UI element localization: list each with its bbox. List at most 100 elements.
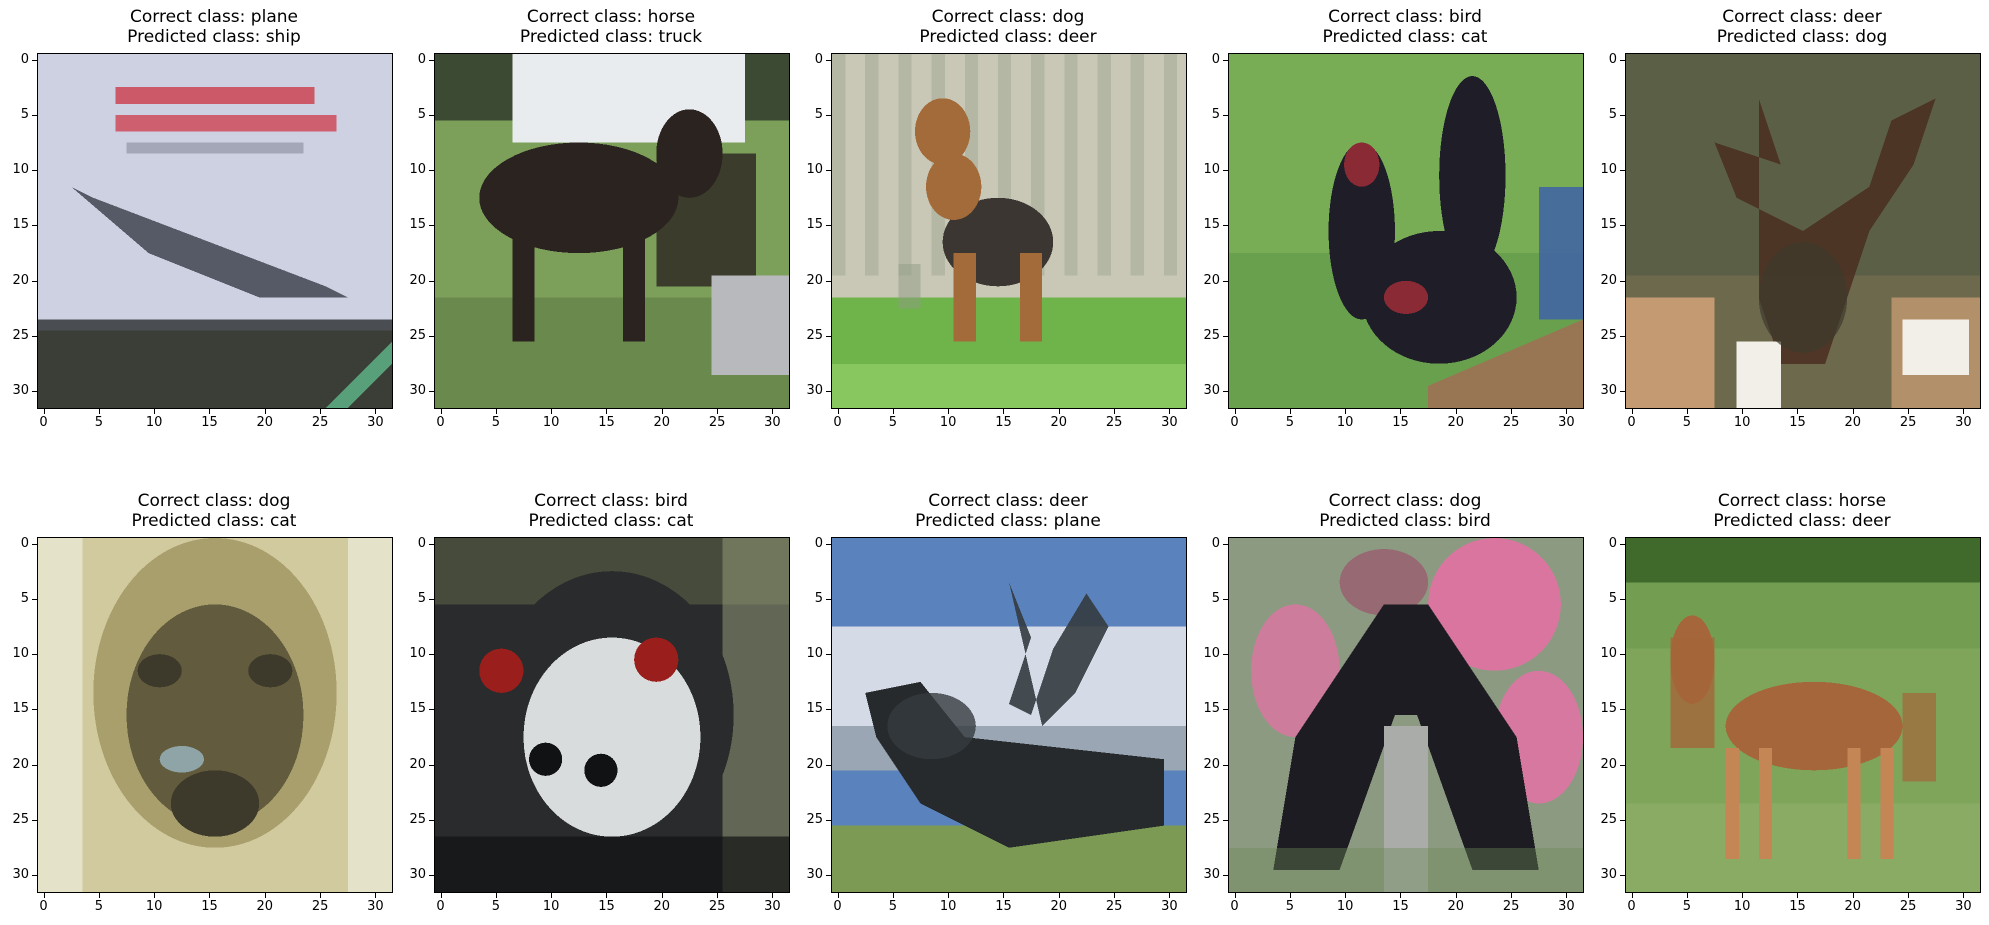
predicted-class-label: Predicted class: cat	[131, 511, 297, 531]
y-tick-mark	[826, 391, 831, 392]
y-tick-mark	[32, 654, 37, 655]
y-tick-mark	[1620, 765, 1625, 766]
panel-title: Correct class: dog Predicted class: deer	[798, 7, 1218, 47]
y-tick-mark	[1223, 336, 1228, 337]
y-tick-label: 15	[12, 217, 29, 233]
x-tick-mark	[606, 893, 607, 898]
y-tick-mark	[1620, 820, 1625, 821]
panel-title: Correct class: dog Predicted class: bird	[1195, 491, 1615, 531]
y-tick-label: 15	[1203, 217, 1220, 233]
y-tick-label: 20	[12, 756, 29, 772]
y-tick-label: 0	[1608, 51, 1617, 67]
image-pixels	[832, 538, 1186, 892]
x-tick-label: 5	[1285, 415, 1294, 430]
y-tick-mark	[32, 820, 37, 821]
x-tick-label: 25	[1502, 415, 1520, 430]
y-tick-label: 30	[12, 383, 29, 399]
y-tick-mark	[429, 225, 434, 226]
y-tick-mark	[429, 60, 434, 61]
y-tick-mark	[1620, 599, 1625, 600]
x-tick-label: 5	[1285, 899, 1294, 914]
x-tick-label: 5	[491, 415, 500, 430]
correct-class-label: Correct class: bird	[534, 491, 688, 511]
y-tick-mark	[429, 709, 434, 710]
y-tick-label: 20	[409, 272, 426, 288]
image-pixels	[1229, 538, 1583, 892]
x-tick-mark	[496, 893, 497, 898]
y-tick-mark	[32, 544, 37, 545]
y-tick-mark	[1620, 654, 1625, 655]
y-tick-label: 10	[1600, 162, 1617, 178]
x-tick-label: 20	[653, 899, 671, 914]
image-pixels	[38, 538, 392, 892]
x-tick-mark	[1687, 409, 1688, 414]
y-tick-mark	[1223, 281, 1228, 282]
y-tick-mark	[826, 115, 831, 116]
x-tick-mark	[99, 893, 100, 898]
x-tick-mark	[154, 409, 155, 414]
x-tick-label: 15	[598, 899, 615, 914]
x-tick-mark	[375, 893, 376, 898]
sample-image	[434, 537, 790, 893]
image-pixels	[435, 538, 789, 892]
correct-class-label: Correct class: dog	[1328, 491, 1482, 511]
panel-title: Correct class: horse Predicted class: tru…	[401, 7, 821, 47]
x-tick-mark	[320, 893, 321, 898]
x-tick-mark	[948, 893, 949, 898]
y-tick-mark	[826, 654, 831, 655]
y-tick-label: 10	[1203, 646, 1220, 662]
x-tick-label: 15	[1392, 415, 1409, 430]
x-tick-label: 5	[1682, 415, 1691, 430]
x-tick-mark	[1742, 893, 1743, 898]
y-tick-mark	[429, 391, 434, 392]
y-tick-label: 25	[1203, 812, 1220, 828]
panel-title: Correct class: bird Predicted class: cat	[401, 491, 821, 531]
sample-image	[831, 537, 1187, 893]
correct-class-label: Correct class: plane	[130, 7, 298, 27]
correct-class-label: Correct class: dog	[931, 7, 1085, 27]
x-tick-label: 0	[1627, 415, 1636, 430]
y-tick-mark	[32, 170, 37, 171]
x-tick-label: 25	[1502, 899, 1520, 914]
predicted-class-label: Predicted class: ship	[127, 27, 301, 47]
x-tick-mark	[662, 409, 663, 414]
y-tick-label: 10	[12, 162, 29, 178]
x-tick-mark	[1687, 893, 1688, 898]
y-tick-label: 0	[1211, 535, 1220, 551]
y-tick-label: 10	[12, 646, 29, 662]
y-tick-label: 20	[1203, 756, 1220, 772]
x-tick-mark	[772, 893, 773, 898]
y-tick-label: 0	[1608, 535, 1617, 551]
y-tick-mark	[1223, 544, 1228, 545]
y-tick-label: 30	[409, 383, 426, 399]
x-tick-label: 20	[1050, 415, 1068, 430]
y-tick-label: 30	[806, 867, 823, 883]
panel-title: Correct class: horse Predicted class: dee…	[1592, 491, 1989, 531]
x-tick-mark	[44, 893, 45, 898]
x-tick-label: 5	[1682, 899, 1691, 914]
y-tick-label: 30	[409, 867, 426, 883]
y-tick-mark	[32, 875, 37, 876]
y-tick-mark	[1223, 391, 1228, 392]
y-tick-label: 20	[806, 272, 823, 288]
y-tick-label: 20	[12, 272, 29, 288]
y-tick-label: 5	[814, 590, 823, 606]
x-tick-label: 10	[1733, 415, 1751, 430]
y-tick-mark	[429, 654, 434, 655]
x-tick-mark	[717, 893, 718, 898]
x-tick-mark	[1632, 409, 1633, 414]
y-tick-mark	[1223, 875, 1228, 876]
x-tick-mark	[441, 893, 442, 898]
sample-image	[434, 53, 790, 409]
y-tick-label: 30	[1600, 867, 1617, 883]
predicted-class-label: Predicted class: truck	[519, 27, 703, 47]
x-tick-label: 30	[1558, 899, 1575, 914]
y-tick-label: 5	[417, 590, 426, 606]
y-tick-mark	[429, 599, 434, 600]
x-tick-label: 5	[94, 899, 103, 914]
x-tick-mark	[1114, 409, 1115, 414]
sample-image	[1625, 53, 1981, 409]
x-tick-label: 10	[145, 415, 163, 430]
x-tick-label: 5	[491, 899, 500, 914]
x-tick-mark	[1345, 409, 1346, 414]
